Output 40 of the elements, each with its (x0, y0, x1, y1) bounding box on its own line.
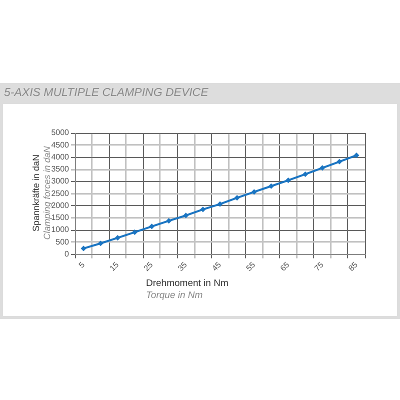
y-tick-label: 2500 (51, 188, 70, 198)
x-tick-label: 45 (210, 260, 224, 273)
y-tick-label: 4000 (51, 152, 70, 162)
x-tick-label: 25 (142, 260, 156, 273)
point (302, 171, 308, 178)
x-tick-label: 85 (346, 260, 360, 273)
point (234, 194, 240, 201)
x-tick-label: 55 (244, 260, 258, 273)
point (166, 218, 172, 224)
point (336, 158, 342, 164)
point (320, 165, 326, 171)
y-tick-label: 1500 (51, 213, 70, 222)
x-axis-title: Drehmoment in Nm Torque in Nm (146, 278, 228, 302)
x-tick-label: 65 (278, 260, 292, 273)
chart-title: 5-AXIS MULTIPLE CLAMPING DEVICE (4, 86, 208, 101)
x-tick-label: 15 (108, 260, 122, 273)
point (251, 189, 257, 195)
point (80, 246, 86, 252)
y-axis-title: Spannkräfte in daN Clamping forces in daN (31, 146, 52, 240)
x-tick-label: 35 (176, 260, 190, 273)
point (217, 201, 223, 207)
point (183, 212, 189, 218)
point (200, 206, 206, 212)
point (98, 240, 104, 246)
y-tick-label: 1000 (51, 225, 70, 234)
y-tick-label: 0 (64, 250, 70, 259)
y-tick-label: 4500 (51, 140, 70, 150)
y-tick-label: 3000 (51, 176, 70, 186)
y-tick-label: 500 (56, 237, 70, 246)
y-tick-label: 2000 (51, 200, 70, 210)
y-tick-label: 3500 (51, 164, 70, 174)
point (354, 152, 360, 158)
point (114, 235, 120, 241)
y-tick-label: 5000 (51, 128, 70, 138)
point (148, 224, 155, 230)
point (132, 229, 138, 236)
x-tick-label: 5 (76, 260, 87, 270)
x-tick-label: 75 (312, 260, 326, 273)
point (285, 178, 292, 184)
point (268, 183, 274, 189)
